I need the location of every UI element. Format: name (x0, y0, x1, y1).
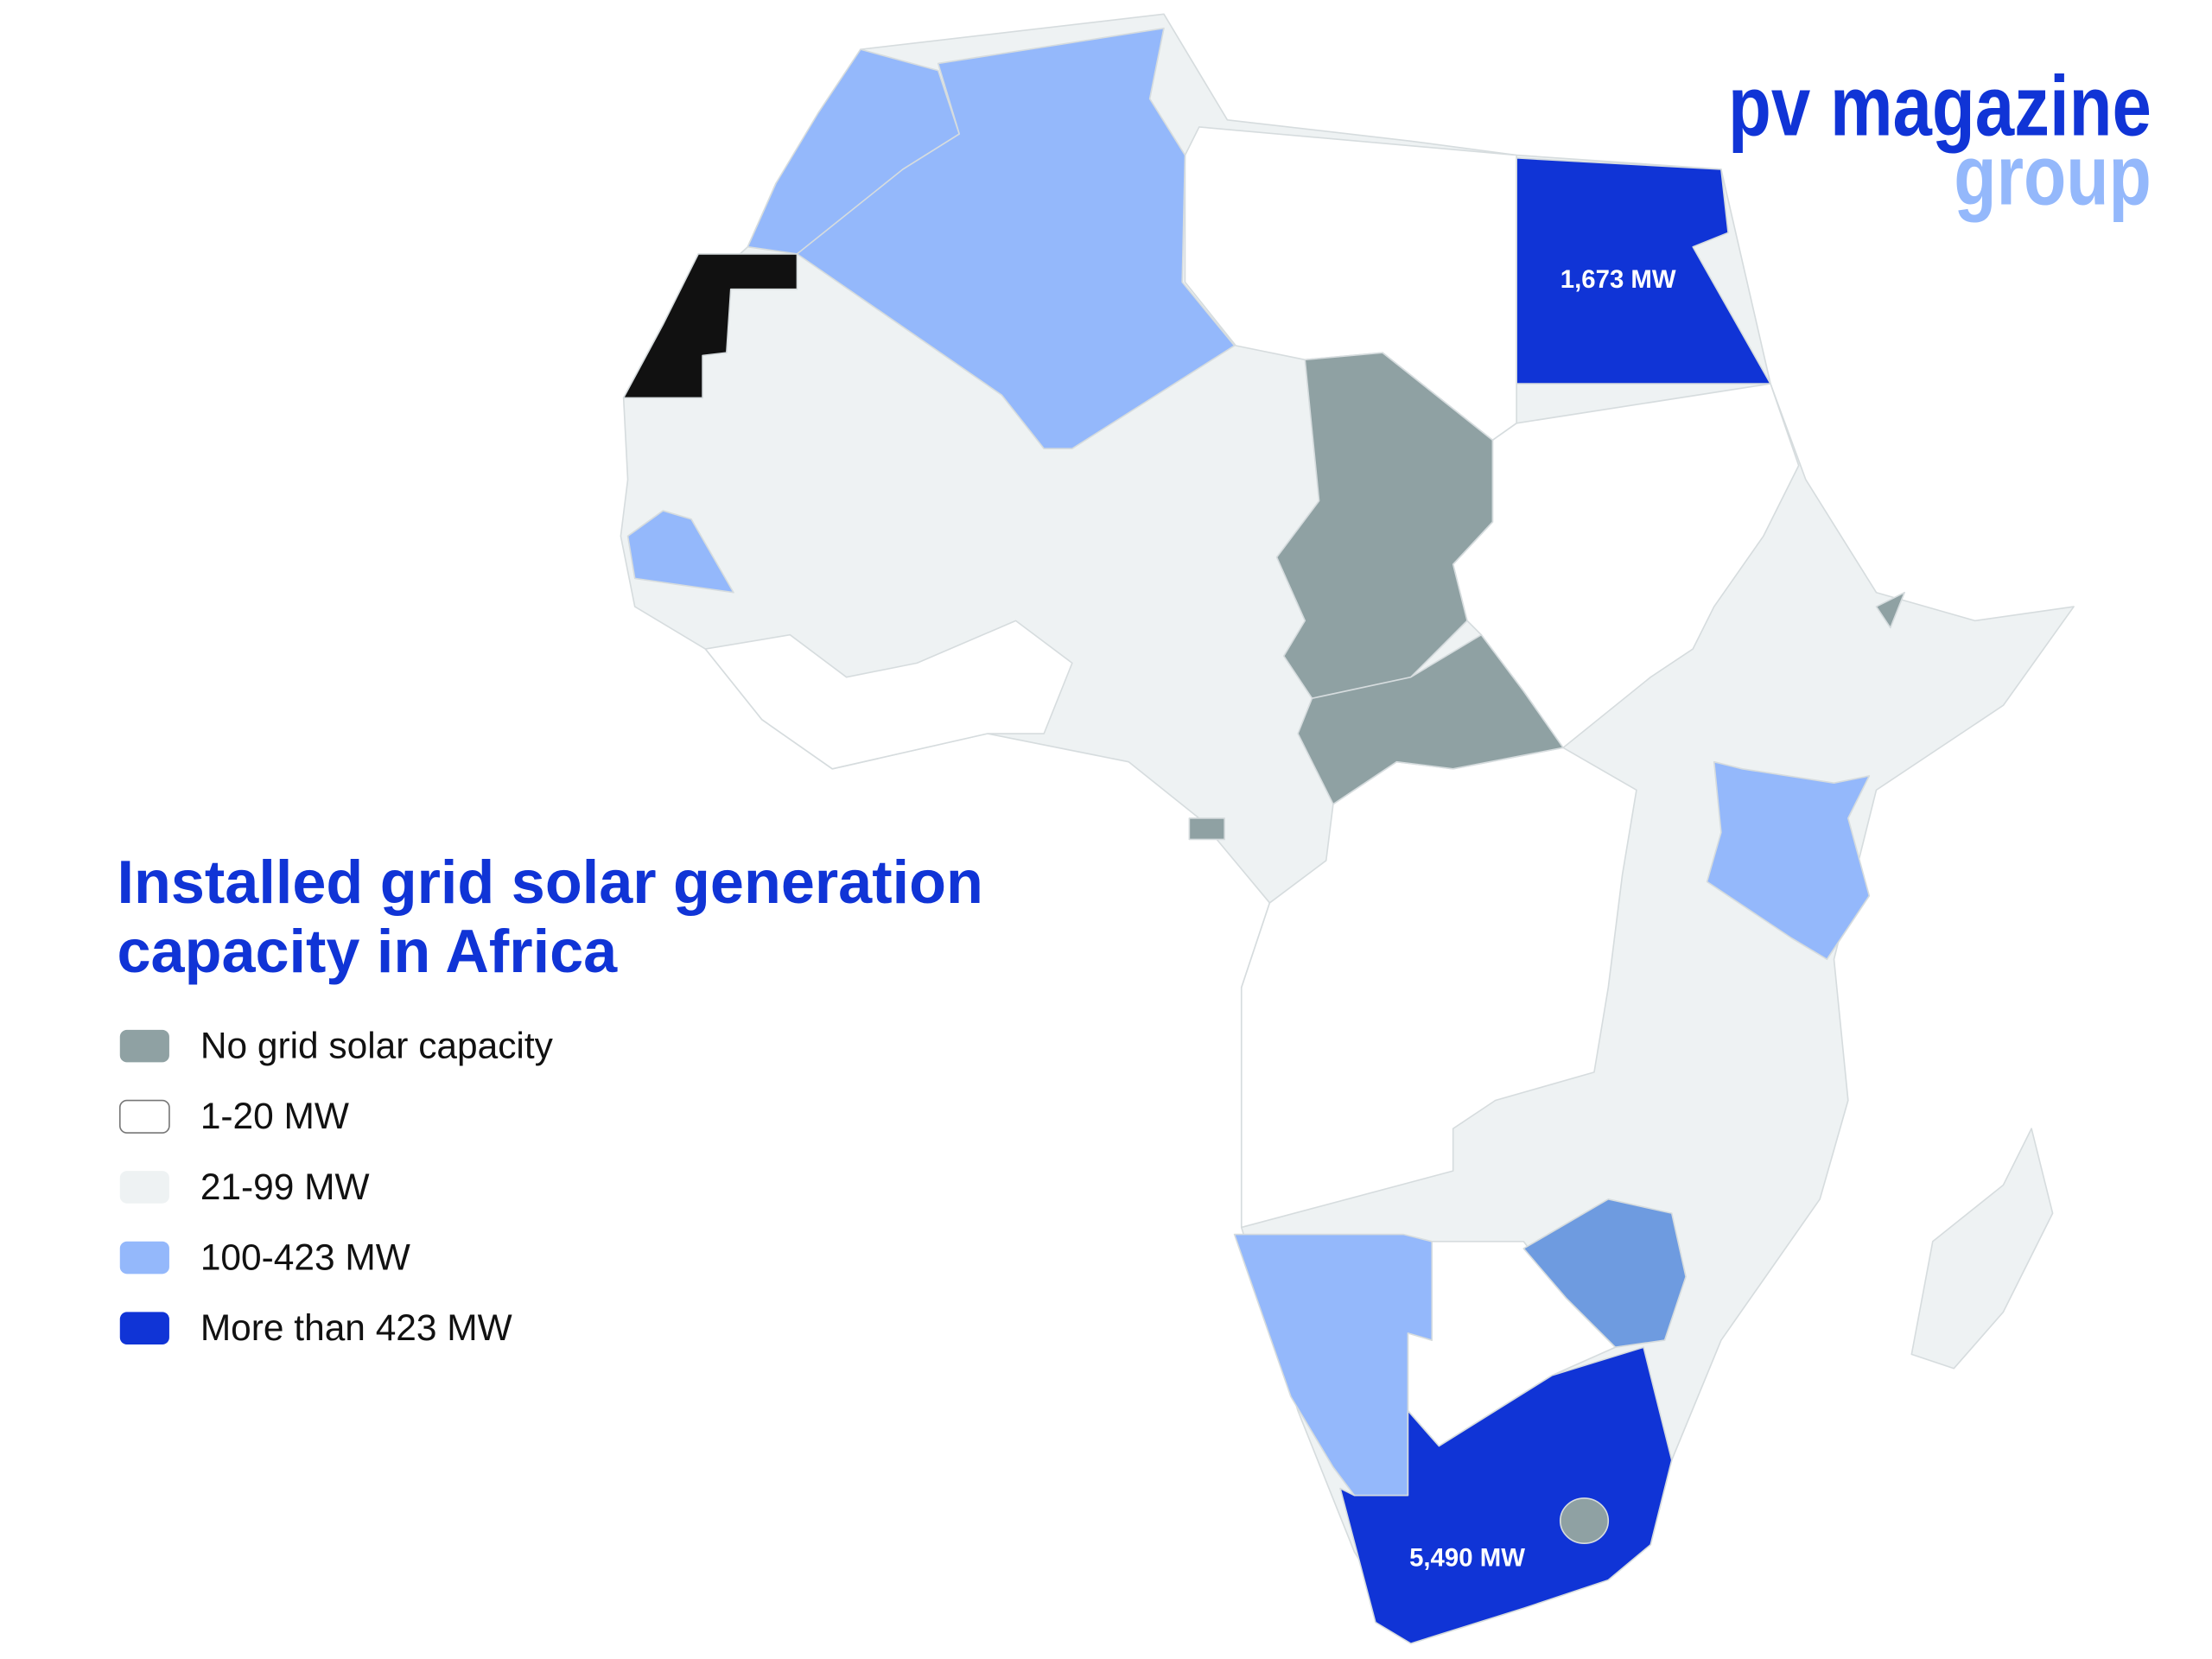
south-africa (1339, 1346, 1673, 1644)
car (1297, 633, 1564, 805)
legend-label: 100-423 MW (200, 1236, 410, 1277)
legend-swatch (119, 1171, 169, 1204)
south-africa-label: 5,490 MW (1409, 1543, 1525, 1572)
west-africa (704, 620, 1073, 770)
lesotho (1559, 1497, 1610, 1544)
eq-guinea (1188, 817, 1225, 841)
egypt (1516, 157, 1771, 385)
legend-label: More than 423 MW (200, 1307, 512, 1348)
eritrea (1875, 591, 1905, 629)
kenya (1706, 760, 1871, 961)
map: 1,673 MW 5,490 MW pv magazine group Inst… (118, 13, 2152, 1644)
madagascar (1910, 1128, 2054, 1370)
namibia (1233, 1233, 1433, 1497)
legend-swatch (119, 1029, 169, 1063)
title-line: capacity in Africa (118, 917, 619, 985)
brand-name: pv magazine (1728, 59, 2152, 154)
zimbabwe (1522, 1198, 1687, 1349)
legend-swatch (119, 1241, 169, 1274)
legend: No grid solar capacity 1-20 MW 21-99 MW 100… (118, 1026, 554, 1348)
title-line: Installed grid solar generation (118, 848, 983, 916)
legend-swatch (119, 1312, 169, 1344)
legend-label: 21-99 MW (200, 1166, 370, 1207)
western-sahara (622, 253, 798, 399)
legend-label: 1-20 MW (200, 1096, 349, 1136)
legend-label: No grid solar capacity (200, 1026, 554, 1066)
brand-sub: group (1954, 128, 2152, 223)
egypt-label: 1,673 MW (1560, 265, 1676, 294)
senegal (626, 510, 734, 594)
legend-swatch (118, 1099, 170, 1134)
algeria (796, 27, 1236, 450)
